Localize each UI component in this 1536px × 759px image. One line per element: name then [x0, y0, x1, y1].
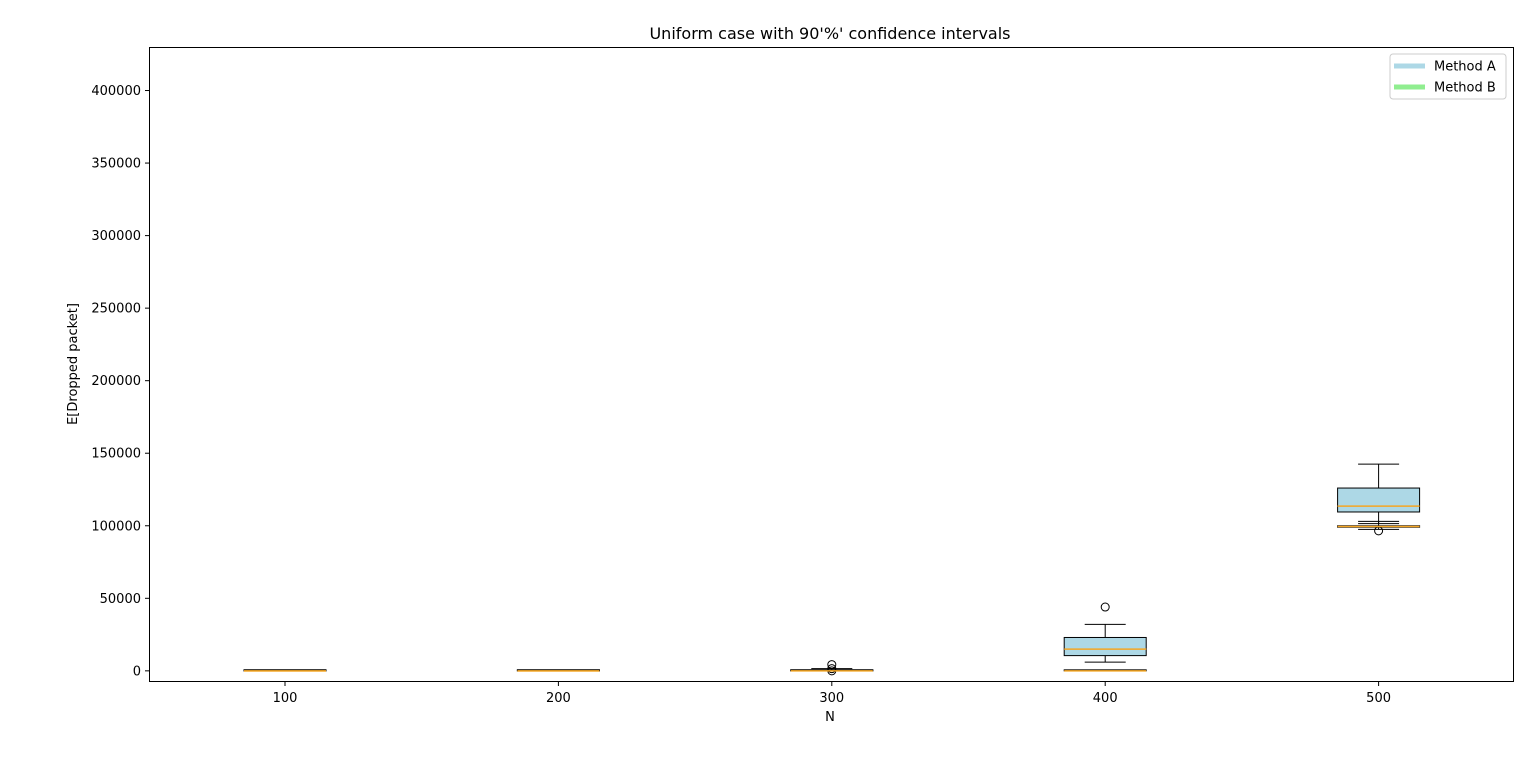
y-tick-label: 100000: [91, 519, 141, 534]
y-tick-label: 150000: [91, 447, 141, 462]
x-axis-label: N: [825, 710, 835, 725]
y-axis-label: E[Dropped packet]: [66, 303, 81, 425]
outlier-point: [1100, 602, 1110, 612]
box-plot: [243, 669, 327, 672]
chart-title: Uniform case with 90'%' confidence inter…: [649, 24, 1010, 43]
y-tick-label: 300000: [91, 229, 141, 244]
outlier-point: [827, 660, 837, 670]
box-plot: [1063, 602, 1147, 663]
box-plot: [1063, 669, 1147, 672]
box-plot: [516, 669, 600, 672]
box: [1063, 636, 1147, 657]
legend: Method A Method B: [1389, 53, 1507, 100]
x-tick-label: 100: [273, 691, 298, 706]
plot-frame: [149, 47, 1514, 682]
y-tick-label: 50000: [100, 592, 141, 607]
y-tick-label: 250000: [91, 302, 141, 317]
outlier-point: [827, 664, 837, 674]
x-tick-label: 500: [1366, 691, 1391, 706]
y-tick-label: 400000: [91, 84, 141, 99]
box: [1337, 487, 1421, 513]
y-tick-label: 350000: [91, 157, 141, 172]
plot-area: [243, 463, 1421, 676]
y-tick-label: 0: [133, 664, 141, 679]
y-tick-label: 200000: [91, 374, 141, 389]
legend-label: Method B: [1434, 81, 1496, 96]
box-plot: [790, 669, 874, 672]
x-tick-label: 200: [546, 691, 571, 706]
x-tick-label: 300: [819, 691, 844, 706]
box-plot: [1337, 520, 1421, 530]
box-plot: [1337, 463, 1421, 536]
legend-label: Method A: [1434, 60, 1496, 75]
x-tick-label: 400: [1093, 691, 1118, 706]
box-plot: [790, 660, 874, 676]
